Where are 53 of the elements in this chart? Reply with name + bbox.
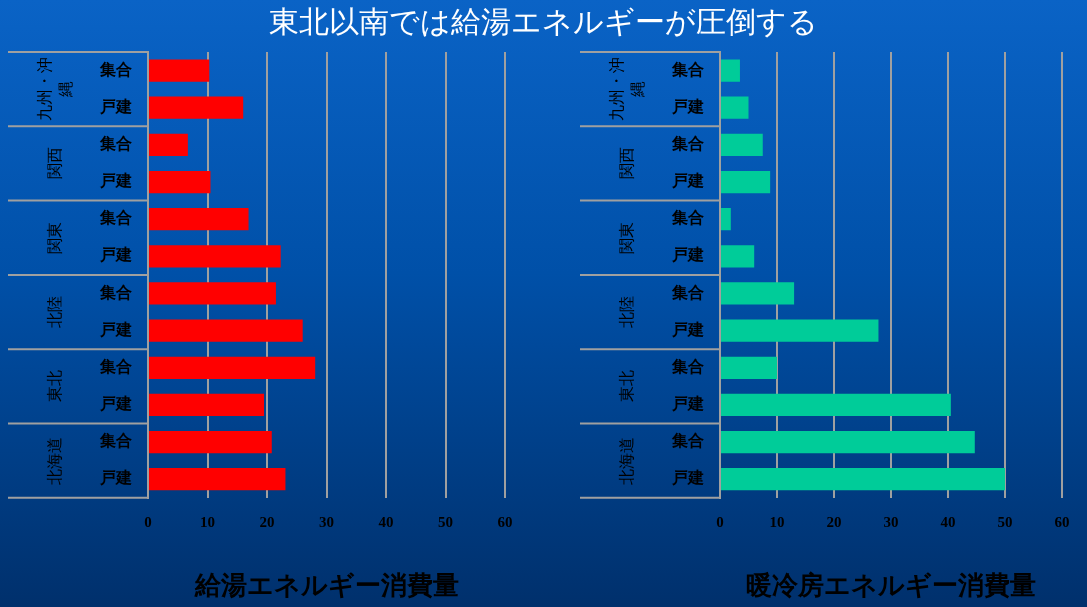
x-axis-title: 給湯エネルギー消費量: [193, 570, 459, 601]
x-tick-label: 60: [497, 513, 513, 530]
chart-title: 東北以南では給湯エネルギーが圧倒する: [269, 3, 818, 41]
text: 集合: [672, 356, 704, 376]
x-tick-label: 10: [769, 513, 785, 530]
y-tick-label: 東北: [45, 370, 65, 403]
x-tick-label: 30: [883, 513, 899, 530]
y-tick-label: 関西: [617, 147, 637, 180]
text: 戸建: [672, 394, 704, 414]
x-tick-label: 0: [716, 513, 724, 530]
y-tick-label: 九州・沖縄: [606, 57, 647, 122]
text: 戸建: [100, 245, 132, 265]
text: 戸建: [100, 319, 132, 339]
x-tick-label: 20: [259, 513, 275, 530]
y-tick-label: 関東: [617, 221, 637, 254]
y-tick-label: 北陸: [617, 296, 637, 329]
text: 集合: [672, 282, 704, 302]
text: 戸建: [100, 171, 132, 191]
x-tick-label: 40: [940, 513, 956, 530]
x-tick-label: 60: [1054, 513, 1070, 530]
x-tick-label: 30: [319, 513, 334, 530]
y-tick-label: 関東: [45, 221, 65, 254]
x-tick-label: 50: [997, 513, 1013, 530]
y-tick-label: 北陸: [45, 296, 65, 329]
text: 集合: [672, 208, 704, 228]
text: 戸建: [672, 319, 704, 339]
y-tick-label: 北海道: [617, 436, 637, 485]
text: 戸建: [100, 394, 132, 414]
text: 集合: [672, 431, 704, 451]
series-label: 戸建: [99, 96, 132, 116]
x-tick-label: 50: [438, 513, 453, 530]
y-tick-label: 関西: [45, 147, 65, 180]
text: 集合: [100, 134, 132, 154]
y-tick-label: 九州・沖縄: [34, 57, 75, 122]
series-label: 集合: [99, 59, 132, 79]
y-tick-label: 東北: [617, 370, 637, 403]
x-tick-label: 10: [200, 513, 215, 530]
y-tick-label: 北海道: [45, 436, 65, 485]
text: 戸建: [100, 468, 132, 488]
text: 集合: [100, 208, 132, 228]
x-tick-label: 40: [378, 513, 394, 530]
text: 戸建: [672, 468, 704, 488]
x-tick-label: 20: [826, 513, 842, 530]
series-label: 戸建: [671, 96, 704, 116]
series-label: 集合: [671, 59, 704, 79]
text: 集合: [100, 282, 132, 302]
text: 戸建: [672, 245, 704, 265]
x-axis-title: 暖冷房エネルギー消費量: [746, 570, 1036, 601]
text: 集合: [100, 356, 132, 376]
x-tick-label: 0: [144, 513, 152, 530]
text: 戸建: [672, 171, 704, 191]
text: 集合: [672, 134, 704, 154]
text: 集合: [100, 431, 132, 451]
